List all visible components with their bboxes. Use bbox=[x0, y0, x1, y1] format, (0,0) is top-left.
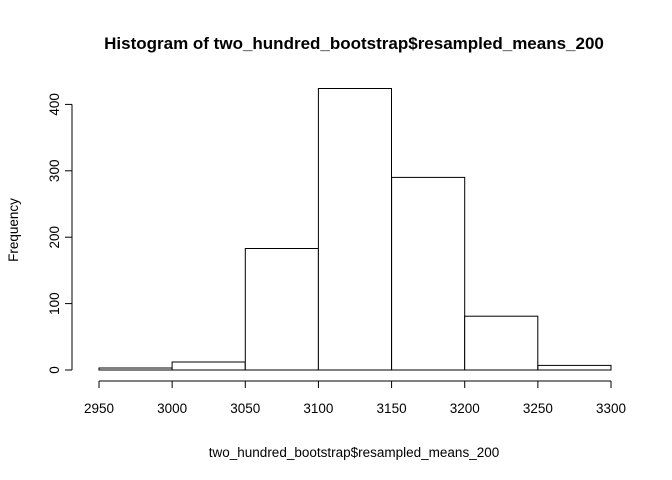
histogram-bar-1 bbox=[171, 361, 246, 371]
y-tick-label-200: 200 bbox=[47, 226, 62, 249]
chart-title: Histogram of two_hundred_bootstrap$resam… bbox=[104, 34, 604, 53]
x-tick-label-3100: 3100 bbox=[303, 401, 333, 416]
y-axis-label: Frequency bbox=[6, 198, 21, 262]
y-tick-label-0: 0 bbox=[47, 366, 62, 374]
histogram-bar-5 bbox=[464, 315, 539, 371]
histogram-bar-2 bbox=[244, 248, 319, 371]
y-tick-label-300: 300 bbox=[47, 160, 62, 183]
y-axis: 0 100 200 300 400 bbox=[47, 93, 73, 374]
histogram-bar-6 bbox=[537, 364, 612, 371]
x-axis-label: two_hundred_bootstrap$resampled_means_20… bbox=[209, 445, 499, 460]
histogram-bar-4 bbox=[391, 176, 466, 371]
histogram-bar-0 bbox=[98, 367, 173, 371]
x-tick-label-3300: 3300 bbox=[596, 401, 626, 416]
x-tick-label-3250: 3250 bbox=[523, 401, 553, 416]
bars-group bbox=[98, 88, 612, 371]
histogram-bar-3 bbox=[317, 88, 392, 371]
x-tick-label-3200: 3200 bbox=[450, 401, 480, 416]
x-tick-label-2950: 2950 bbox=[84, 401, 114, 416]
x-tick-label-3000: 3000 bbox=[157, 401, 187, 416]
y-tick-label-400: 400 bbox=[47, 93, 62, 116]
y-tick-label-100: 100 bbox=[47, 292, 62, 315]
x-tick-label-3150: 3150 bbox=[377, 401, 407, 416]
x-tick-label-3050: 3050 bbox=[230, 401, 260, 416]
x-axis: 2950 3000 3050 3100 3150 3200 3250 3300 bbox=[84, 380, 626, 416]
